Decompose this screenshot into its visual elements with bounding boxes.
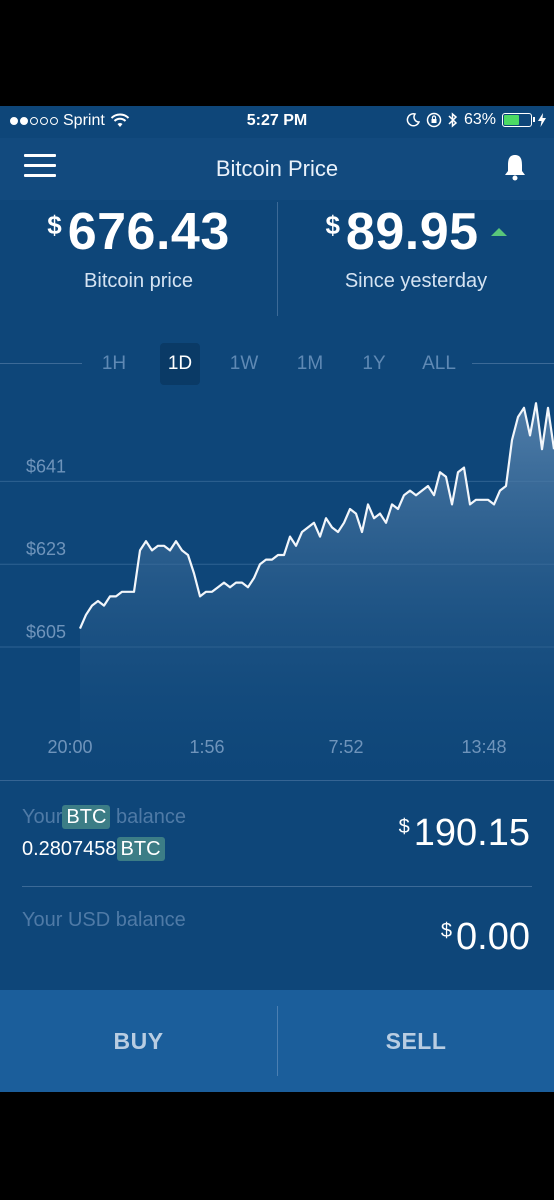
balance-divider bbox=[22, 886, 532, 887]
price-divider bbox=[277, 202, 278, 316]
btc-balance-prefix: Your bbox=[22, 806, 63, 828]
bitcoin-price-caption: Bitcoin price bbox=[84, 270, 193, 292]
status-bar: Sprint 5:27 PM 63% bbox=[0, 106, 554, 138]
status-left: Sprint bbox=[10, 112, 130, 130]
tab-1y[interactable]: 1Y bbox=[362, 353, 386, 374]
nav-bar: Bitcoin Price bbox=[0, 138, 554, 200]
page-title: Bitcoin Price bbox=[215, 156, 339, 181]
letterbox-top bbox=[0, 0, 554, 106]
btc-unit-highlight: BTC bbox=[62, 805, 111, 829]
x-tick-label: 20:00 bbox=[47, 737, 92, 757]
bitcoin-price-value: 676.43 bbox=[67, 203, 230, 261]
signal-strength-icon bbox=[10, 117, 58, 125]
battery-fill bbox=[504, 115, 520, 125]
price-line bbox=[78, 402, 554, 630]
carrier-label: Sprint bbox=[63, 112, 105, 129]
usd-value: 0.00 bbox=[456, 916, 530, 958]
usd-balance-label: Your USD balance bbox=[22, 909, 186, 931]
x-axis-divider bbox=[0, 780, 554, 781]
tab-all[interactable]: ALL bbox=[422, 353, 456, 374]
btc-usd-symbol: $ bbox=[398, 816, 410, 838]
change-caption: Since yesterday bbox=[344, 270, 488, 292]
rotation-lock-icon bbox=[426, 112, 442, 128]
x-tick-label: 13:48 bbox=[461, 737, 506, 757]
bluetooth-icon bbox=[448, 112, 458, 128]
change-currency: $ bbox=[325, 210, 340, 240]
tab-1w[interactable]: 1W bbox=[229, 353, 259, 374]
bell-icon[interactable] bbox=[500, 152, 530, 182]
wifi-icon bbox=[110, 113, 130, 127]
action-bar: BUY SELL bbox=[0, 990, 554, 1092]
tab-1d[interactable]: 1D bbox=[160, 343, 200, 385]
usd-symbol: $ bbox=[440, 920, 453, 942]
action-divider bbox=[277, 1006, 278, 1076]
arrow-up-icon bbox=[490, 228, 507, 236]
letterbox-bottom bbox=[0, 1092, 554, 1200]
btc-amount-unit: BTC bbox=[116, 837, 165, 861]
x-tick-label: 1:56 bbox=[189, 737, 224, 757]
battery-percent: 63% bbox=[463, 111, 496, 128]
btc-balance-amount: 0.2807458 bbox=[22, 838, 117, 860]
charging-bolt-icon bbox=[538, 113, 546, 127]
btc-balance-amount-row: 0.2807458 BTC bbox=[22, 837, 165, 861]
tab-1m[interactable]: 1M bbox=[296, 353, 324, 374]
moon-icon bbox=[406, 113, 420, 127]
y-tick-label: $623 bbox=[26, 539, 66, 559]
sell-button[interactable]: SELL bbox=[385, 1028, 447, 1054]
range-line-right bbox=[472, 363, 554, 364]
status-right: 63% bbox=[406, 111, 546, 129]
hamburger-menu-icon[interactable] bbox=[24, 154, 56, 178]
btc-balance-label: Your BTC balance bbox=[22, 805, 187, 829]
app-screen: Sprint 5:27 PM 63% Bitcoin Price bbox=[0, 106, 554, 1092]
change-value: 89.95 bbox=[345, 203, 479, 261]
battery-icon bbox=[502, 113, 535, 127]
range-line-left bbox=[0, 363, 82, 364]
price-area bbox=[80, 403, 554, 780]
btc-balance-suffix: balance bbox=[115, 806, 187, 828]
price-chart[interactable]: $641 $623 $605 20:00 1:56 7:52 13:48 bbox=[0, 106, 554, 1092]
y-tick-label: $641 bbox=[26, 456, 66, 476]
y-tick-label: $605 bbox=[26, 622, 66, 642]
usd-balance: $ 0.00 bbox=[441, 916, 530, 959]
buy-button[interactable]: BUY bbox=[113, 1028, 164, 1054]
clock: 5:27 PM bbox=[246, 112, 308, 129]
x-tick-label: 7:52 bbox=[328, 737, 363, 757]
price-currency: $ bbox=[47, 210, 62, 240]
change-block: $ 89.95 Since yesterday bbox=[278, 200, 554, 320]
tab-1h[interactable]: 1H bbox=[101, 353, 127, 374]
btc-balance-usd: $ 190.15 bbox=[399, 812, 530, 855]
bitcoin-price-block: $ 676.43 Bitcoin price bbox=[0, 200, 277, 320]
btc-usd-value: 190.15 bbox=[413, 812, 530, 854]
